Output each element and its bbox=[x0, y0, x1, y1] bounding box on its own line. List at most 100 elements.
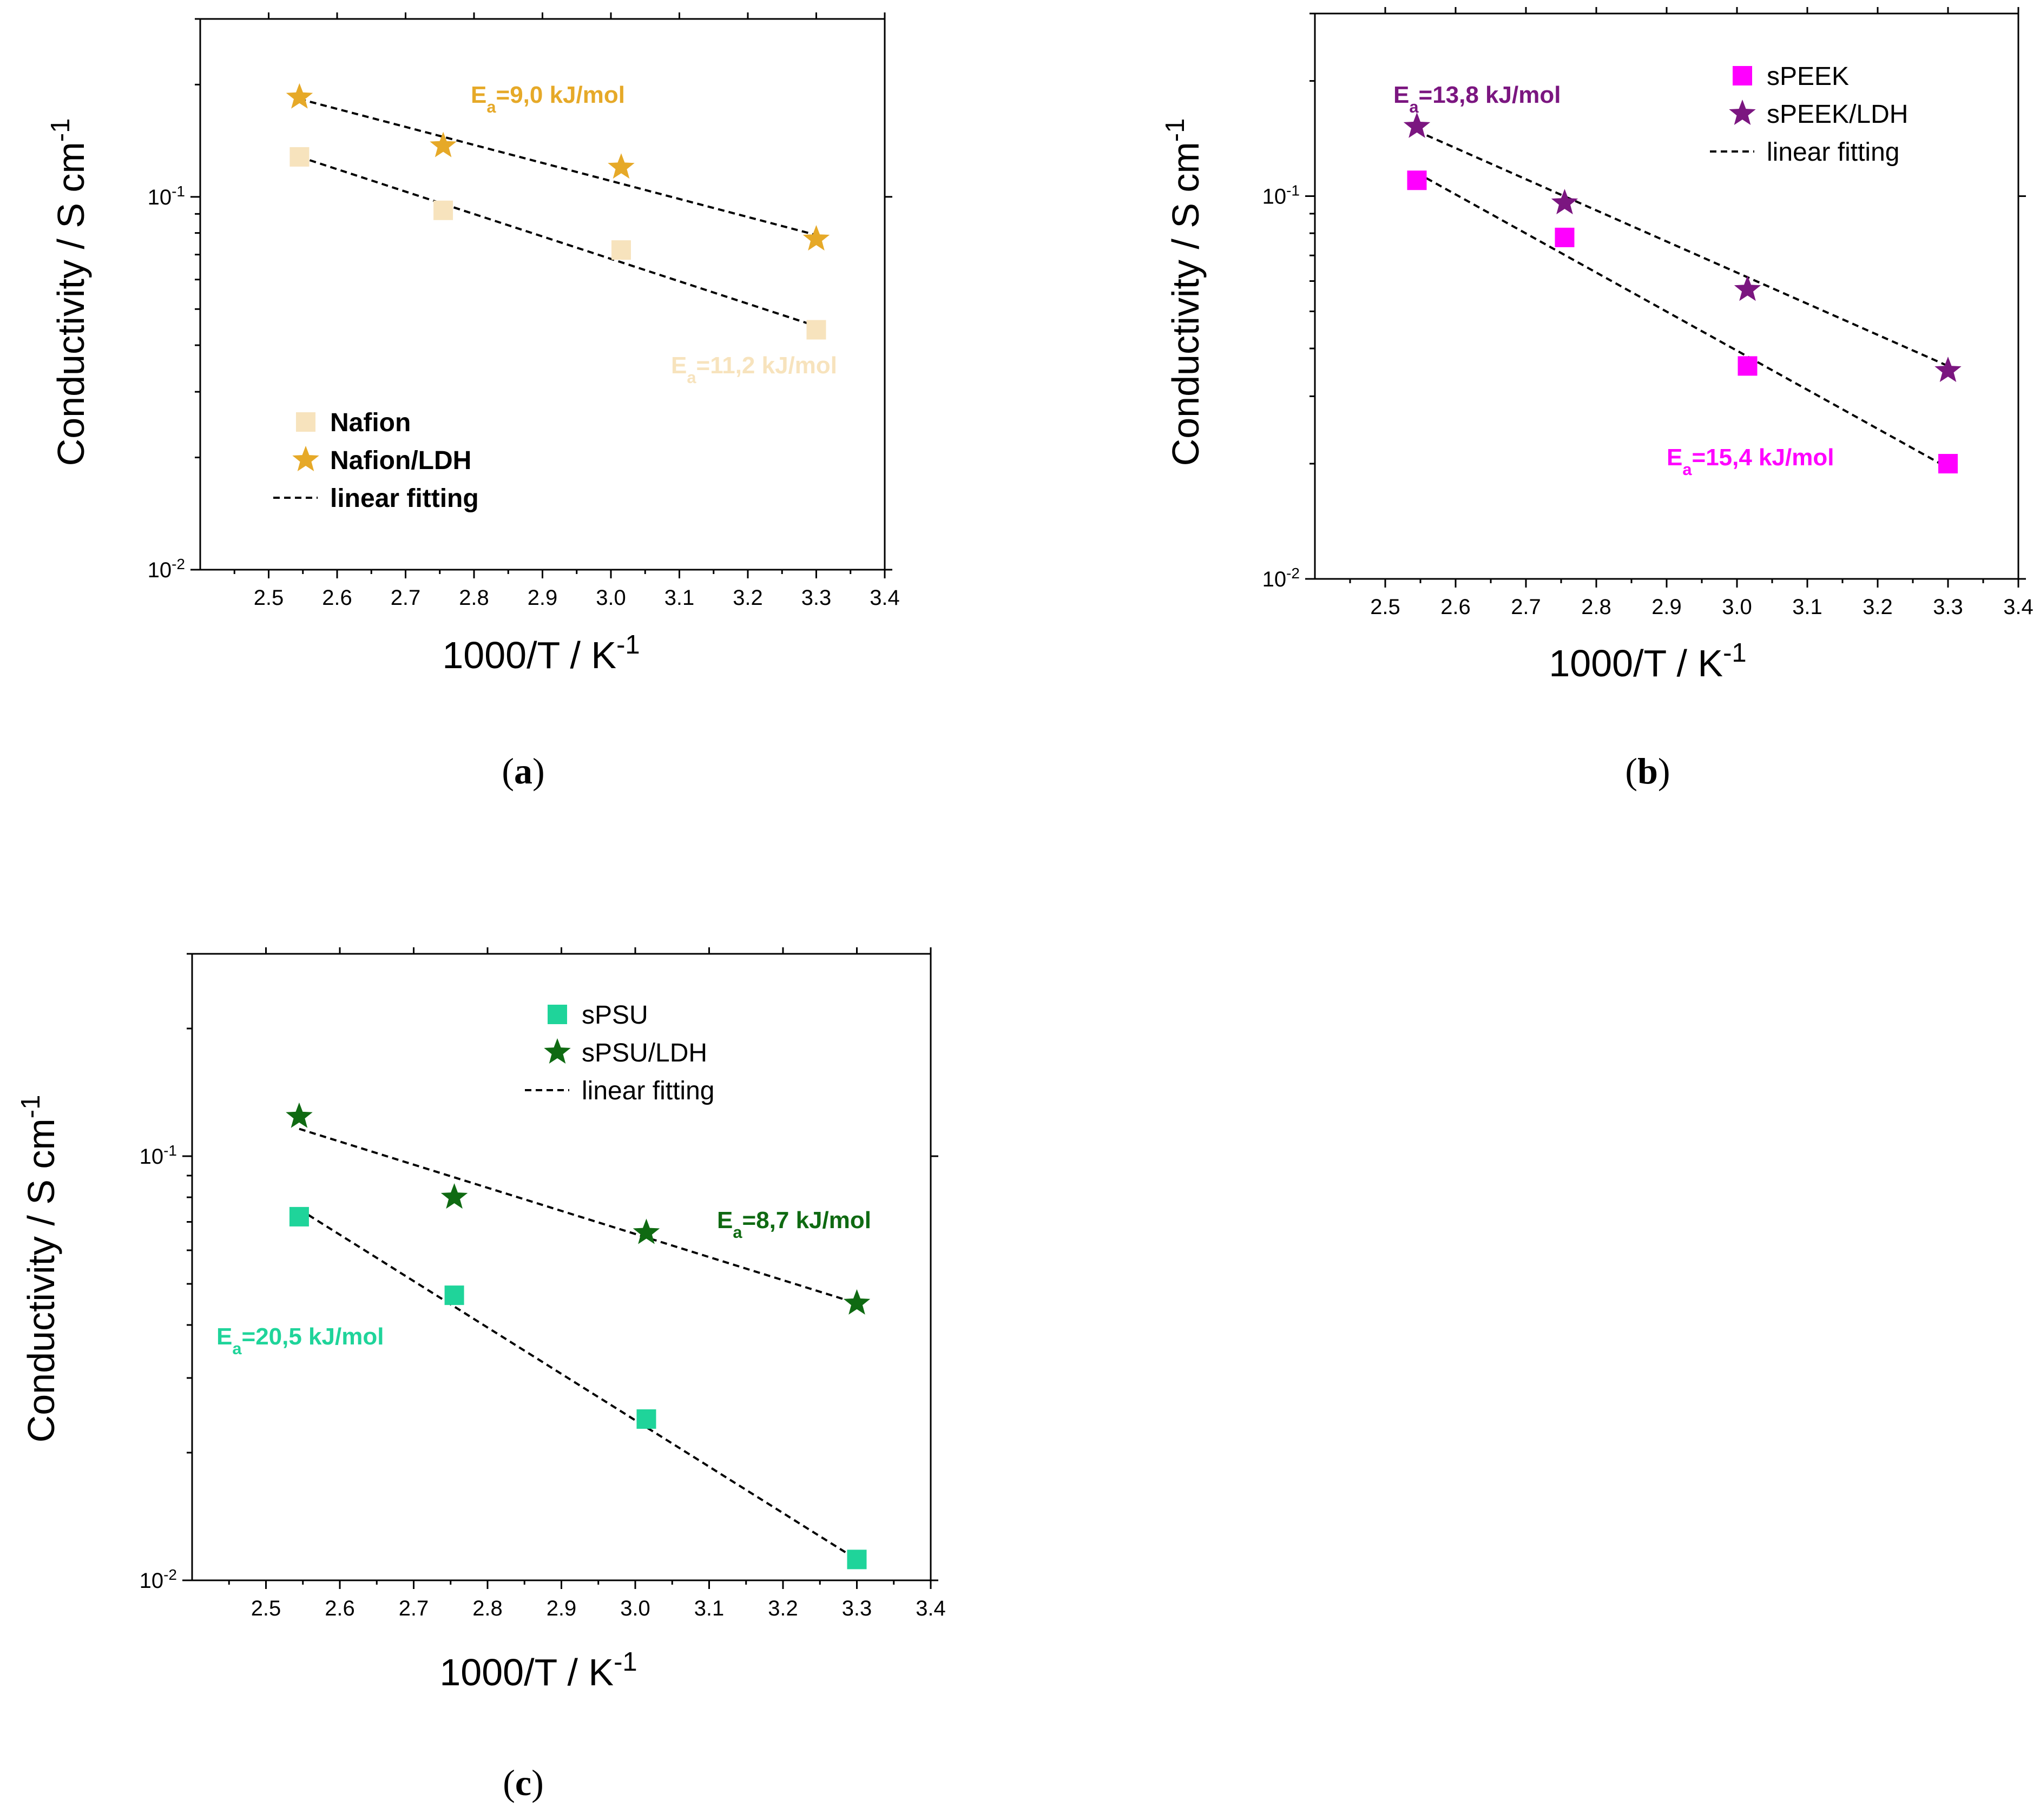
y-axis-title: Conductivity / S cm-1 bbox=[1161, 118, 1207, 466]
data-point-square bbox=[806, 320, 826, 340]
x-tick-label: 3.0 bbox=[1722, 595, 1752, 619]
legend-star-marker bbox=[1729, 100, 1756, 125]
y-tick-label: 10-2 bbox=[1262, 565, 1300, 592]
activation-energy-label: Ea=20,5 kJ/mol bbox=[216, 1323, 384, 1358]
x-tick-label: 3.1 bbox=[664, 586, 695, 610]
x-tick-label: 2.5 bbox=[254, 586, 284, 610]
data-point-square bbox=[1407, 170, 1427, 190]
data-point-star bbox=[286, 83, 313, 109]
x-tick-label: 3.0 bbox=[620, 1597, 650, 1620]
data-point-star bbox=[1934, 357, 1962, 383]
legend-entry-label: sPEEK bbox=[1767, 62, 1849, 91]
y-tick-label: 10-2 bbox=[148, 556, 185, 583]
data-point-star bbox=[286, 1102, 313, 1128]
activation-energy-label: Ea=11,2 kJ/mol bbox=[671, 352, 837, 387]
y-tick-label: 10-1 bbox=[1262, 182, 1300, 209]
data-point-square bbox=[1555, 227, 1575, 247]
legend-entry-label: sPSU/LDH bbox=[582, 1039, 707, 1067]
data-point-star bbox=[608, 153, 635, 179]
chart-panel-c: 2.5 2.6 2.7 2.8 2.9 3.0 3.1 3.2 3.3 3.4 10-2 10-1 10… bbox=[16, 947, 946, 1803]
activation-energy-label: Ea=15,4 kJ/mol bbox=[1667, 444, 1834, 479]
data-point-star bbox=[802, 225, 830, 251]
legend: sPEEK sPEEK/LDH linear fitting bbox=[1710, 62, 1908, 167]
chart-panel-a: 2.5 2.6 2.7 2.8 2.9 3.0 3.1 3.2 3.3 3.4 10-2 10-1 10… bbox=[46, 12, 900, 792]
y-tick-label: 10-1 bbox=[140, 1142, 177, 1169]
data-point-star bbox=[843, 1289, 871, 1315]
legend-square-marker bbox=[1733, 66, 1752, 85]
data-point-star bbox=[1551, 189, 1578, 215]
x-tick-label: 2.9 bbox=[1651, 595, 1682, 619]
x-tick-label: 3.4 bbox=[916, 1597, 946, 1620]
legend-entry-label: sPSU bbox=[582, 1001, 648, 1030]
x-tick-label: 3.1 bbox=[1792, 595, 1822, 619]
legend-entry-label: linear fitting bbox=[330, 484, 479, 513]
legend-square-marker bbox=[296, 412, 315, 432]
data-point-square bbox=[1938, 454, 1958, 474]
x-tick-label: 3.0 bbox=[596, 586, 626, 610]
x-tick-label: 3.4 bbox=[2003, 595, 2034, 619]
legend-entry-label: sPEEK/LDH bbox=[1767, 100, 1908, 129]
x-axis-title: 1000/T / K-1 bbox=[439, 1647, 637, 1693]
legend-star-marker bbox=[292, 446, 319, 471]
data-point-square bbox=[1738, 356, 1758, 376]
x-tick-label: 2.7 bbox=[1511, 595, 1541, 619]
x-tick-label: 2.6 bbox=[1440, 595, 1471, 619]
data-point-star bbox=[633, 1218, 660, 1244]
x-tick-label: 2.7 bbox=[391, 586, 421, 610]
legend-star-marker bbox=[544, 1038, 571, 1064]
x-tick-label: 2.5 bbox=[251, 1597, 281, 1620]
x-tick-label: 3.3 bbox=[1933, 595, 1963, 619]
fit-line-speek bbox=[1416, 172, 1949, 469]
panel-caption: (a) bbox=[502, 750, 544, 792]
chart-panel-b: 2.5 2.6 2.7 2.8 2.9 3.0 3.1 3.2 3.3 3.4 10-2 10-1 10… bbox=[1161, 7, 2034, 792]
legend-entry-label: Nafion/LDH bbox=[330, 446, 471, 475]
legend-entry-label: linear fitting bbox=[582, 1077, 714, 1105]
data-point-square bbox=[433, 200, 453, 220]
fit-line-spsu bbox=[298, 1208, 858, 1561]
data-point-square bbox=[611, 240, 631, 260]
x-tick-label: 2.8 bbox=[459, 586, 489, 610]
y-axis-title: Conductivity / S cm-1 bbox=[16, 1095, 62, 1443]
x-tick-label: 3.1 bbox=[694, 1597, 725, 1620]
x-tick-label: 2.9 bbox=[547, 1597, 577, 1620]
x-tick-label: 3.4 bbox=[870, 586, 900, 610]
data-point-star bbox=[1734, 275, 1761, 301]
y-axis-title: Conductivity / S cm-1 bbox=[46, 118, 92, 466]
y-tick-label: 10-1 bbox=[148, 182, 185, 209]
x-tick-label: 2.7 bbox=[399, 1597, 429, 1620]
legend-entry-label: Nafion bbox=[330, 408, 411, 437]
panel-caption: (b) bbox=[1625, 750, 1670, 792]
fit-line-nafion bbox=[299, 156, 817, 327]
activation-energy-label: Ea=8,7 kJ/mol bbox=[717, 1207, 871, 1242]
legend: sPSU sPSU/LDH linear fitting bbox=[525, 1001, 714, 1105]
x-tick-label: 3.2 bbox=[733, 586, 763, 610]
x-tick-label: 2.9 bbox=[528, 586, 558, 610]
fit-line-nafion-ldh bbox=[299, 98, 817, 236]
data-point-square bbox=[289, 147, 310, 167]
activation-energy-label: Ea=9,0 kJ/mol bbox=[471, 82, 625, 116]
x-tick-label: 2.8 bbox=[1581, 595, 1611, 619]
x-tick-label: 2.6 bbox=[322, 586, 352, 610]
data-point-star bbox=[1403, 112, 1431, 138]
x-tick-label: 2.8 bbox=[472, 1597, 503, 1620]
data-point-star bbox=[440, 1183, 468, 1209]
x-tick-label: 2.6 bbox=[325, 1597, 355, 1620]
y-tick-label: 10-2 bbox=[140, 1566, 177, 1593]
legend-entry-label: linear fitting bbox=[1767, 138, 1899, 167]
x-tick-label: 3.2 bbox=[1863, 595, 1893, 619]
x-axis-title: 1000/T / K-1 bbox=[1549, 638, 1746, 684]
x-tick-label: 3.3 bbox=[801, 586, 832, 610]
data-point-star bbox=[430, 131, 457, 157]
panel-caption: (c) bbox=[503, 1762, 544, 1803]
x-tick-label: 3.2 bbox=[768, 1597, 798, 1620]
x-tick-label: 3.3 bbox=[842, 1597, 872, 1620]
activation-energy-label: Ea=13,8 kJ/mol bbox=[1393, 82, 1561, 116]
x-axis-title: 1000/T / K-1 bbox=[442, 630, 640, 676]
data-point-square bbox=[636, 1409, 656, 1429]
legend-square-marker bbox=[548, 1005, 567, 1024]
data-point-square bbox=[847, 1549, 867, 1570]
data-point-square bbox=[444, 1285, 464, 1305]
legend: Nafion Nafion/LDH linear fitting bbox=[273, 408, 479, 513]
data-point-square bbox=[289, 1206, 309, 1226]
